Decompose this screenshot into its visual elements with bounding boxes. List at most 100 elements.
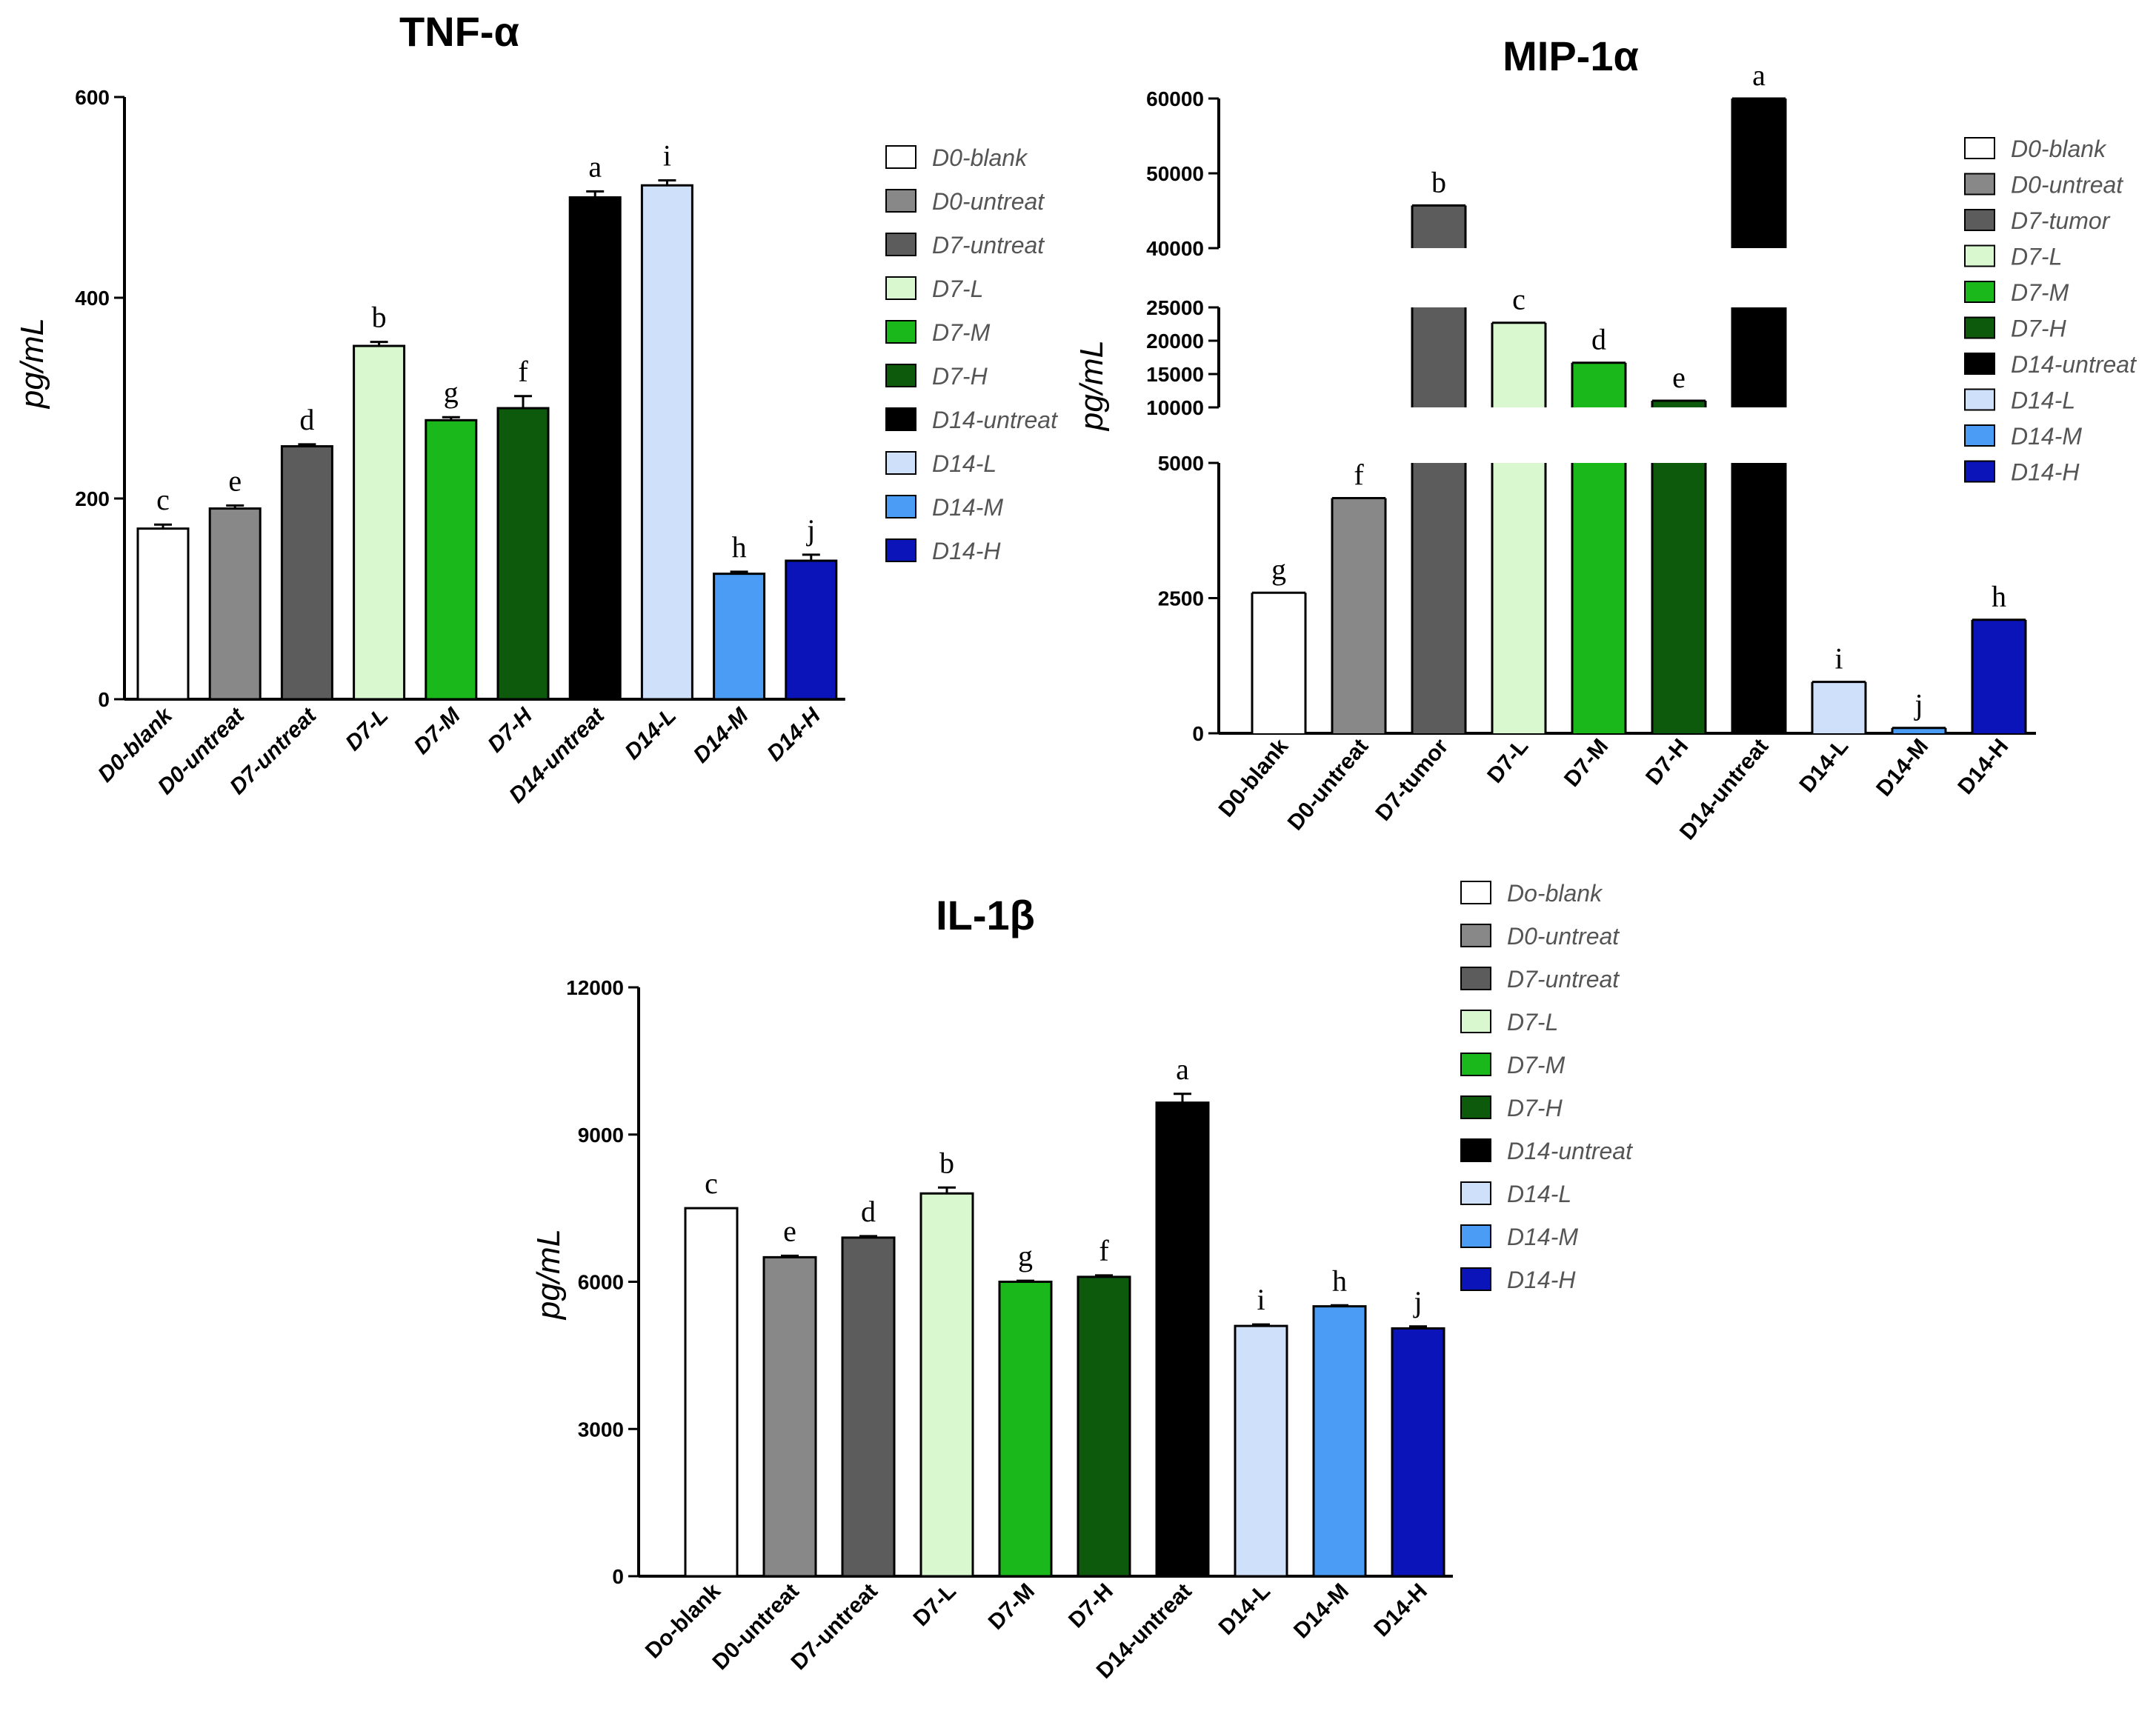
significance-letter: a <box>588 150 602 183</box>
bar-D7-M-segment <box>1572 362 1626 407</box>
bar-D7-untreat <box>280 445 333 701</box>
x-tick-label: Do-blank <box>641 1578 725 1663</box>
significance-letter: d <box>861 1195 876 1228</box>
legend-swatch <box>1964 353 1995 375</box>
legend-label: D7-L <box>932 276 983 302</box>
legend-swatch <box>1460 1267 1491 1291</box>
bar-D0-untreat <box>208 507 262 701</box>
legend-swatch <box>1460 1010 1491 1033</box>
legend-label: D7-M <box>2011 279 2069 306</box>
legend-swatch <box>1460 1095 1491 1119</box>
legend-label: D7-M <box>1507 1052 1566 1078</box>
legend-label: D0-untreat <box>932 188 1045 215</box>
legend-swatch <box>885 364 916 387</box>
significance-letter: f <box>1354 458 1364 491</box>
bar-D7-L-segment <box>1492 463 1546 733</box>
bar-D14-L-segment <box>1812 681 1866 733</box>
bar-D7-H <box>1077 1275 1131 1578</box>
significance-letter: h <box>1332 1264 1347 1297</box>
significance-letter: b <box>1431 165 1446 199</box>
bar-D14-H <box>1391 1327 1445 1578</box>
bar-D7-L-segment <box>1492 322 1546 407</box>
x-tick-label: D7-L <box>1483 734 1533 787</box>
legend-swatch <box>885 233 916 256</box>
bar-D14-L <box>1234 1324 1288 1578</box>
significance-letter: i <box>663 139 671 172</box>
legend-label: D0-blank <box>2011 136 2107 162</box>
bar-D14-L <box>640 184 693 701</box>
bar-D7-M <box>425 418 478 701</box>
x-tick-label: D14-H <box>1953 734 2013 799</box>
legend-label: D14-untreat <box>2011 351 2137 378</box>
significance-letter: j <box>805 513 815 547</box>
legend-label: D7-M <box>932 319 991 346</box>
significance-letter: h <box>732 530 747 564</box>
bar-D7-L <box>353 344 406 701</box>
legend-label: D14-M <box>2011 423 2082 450</box>
y-tick-label: 10000 <box>1146 396 1204 419</box>
y-axis-label: pg/mL <box>1074 340 1110 432</box>
x-tick-label: D7-H <box>1064 1579 1118 1633</box>
y-axis-label: pg/mL <box>530 1229 567 1321</box>
significance-letter: f <box>1099 1234 1109 1267</box>
x-tick-label: D14-M <box>1871 734 1933 801</box>
legend-swatch <box>885 189 916 213</box>
bar-D0-untreat <box>762 1255 817 1578</box>
legend-swatch <box>1460 1053 1491 1076</box>
legend-swatch <box>1964 388 1995 411</box>
significance-letter: b <box>939 1146 954 1179</box>
legend-swatch <box>1964 281 1995 303</box>
significance-letter: b <box>372 301 387 334</box>
legend-swatch <box>1460 1224 1491 1248</box>
chart-il: IL-1β pg/mL 0 3000 6000 9000 12000 c e d b g f a i h j Do… <box>530 880 1633 1684</box>
significance-letter: d <box>1591 323 1606 356</box>
legend-label: D14-L <box>2011 387 2075 414</box>
x-tick-label: D14-H <box>1369 1579 1432 1642</box>
legend-label: D0-untreat <box>1507 923 1620 950</box>
bar-D7-L <box>919 1192 974 1578</box>
legend-label: D0-untreat <box>2011 172 2123 199</box>
bar-D14-untreat-segment <box>1732 307 1786 407</box>
significance-letter: e <box>1672 361 1686 394</box>
legend-label: D14-L <box>932 450 997 477</box>
legend-label: D0-blank <box>932 144 1028 171</box>
legend-swatch <box>1964 209 1995 231</box>
bar-D14-M <box>713 573 766 701</box>
significance-letter: j <box>1913 688 1923 721</box>
y-tick-label: 5000 <box>1158 452 1204 475</box>
legend-swatch <box>1460 881 1491 904</box>
legend-swatch <box>1964 244 1995 267</box>
x-tick-label: D7-tumor <box>1371 734 1453 826</box>
chart-title: TNF-α <box>399 8 519 55</box>
bar-D7-H-segment <box>1652 401 1706 407</box>
x-tick-label: D14-L <box>1214 1579 1275 1640</box>
bar-D14-H <box>785 559 838 701</box>
x-tick-label: D14-L <box>1795 734 1854 797</box>
legend-label: D14-H <box>932 538 1001 564</box>
y-tick-label: 25000 <box>1146 296 1204 319</box>
legend-label: D14-M <box>932 494 1003 521</box>
significance-letter: i <box>1834 642 1843 676</box>
significance-letter: g <box>444 376 459 409</box>
y-tick-label: 0 <box>1192 722 1204 745</box>
x-tick-label: D14-H <box>762 703 826 767</box>
legend-swatch <box>885 145 916 169</box>
x-tick-label: D0-blank <box>1214 734 1294 822</box>
bar-D0-blank <box>136 527 190 701</box>
y-tick-label: 40000 <box>1146 237 1204 260</box>
bar-D14-untreat <box>568 196 622 701</box>
bar-D14-untreat-segment <box>1732 463 1786 733</box>
y-tick-label: 12000 <box>566 976 624 999</box>
legend-label: D14-untreat <box>1507 1138 1633 1164</box>
bar-D7-tumor-segment <box>1412 463 1465 733</box>
x-tick-label: D7-M <box>410 703 466 759</box>
bar-D7-M <box>998 1281 1053 1578</box>
y-tick-label: 9000 <box>578 1124 624 1147</box>
y-axis-label: pg/mL <box>14 318 50 410</box>
significance-letter: c <box>156 483 170 516</box>
bar-D7-M-segment <box>1572 463 1626 733</box>
bar-D14-M <box>1312 1305 1367 1578</box>
legend-swatch <box>885 495 916 518</box>
significance-letter: e <box>228 464 242 497</box>
